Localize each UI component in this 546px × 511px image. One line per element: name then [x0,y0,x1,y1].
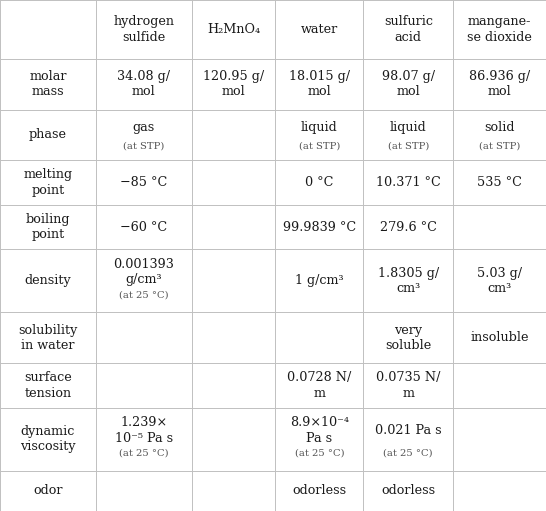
Text: 0 °C: 0 °C [305,176,334,189]
Text: odorless: odorless [381,484,435,497]
Text: (at STP): (at STP) [388,142,429,151]
Text: H₂MnO₄: H₂MnO₄ [207,23,260,36]
Text: (at STP): (at STP) [123,142,164,151]
Text: sulfuric
acid: sulfuric acid [384,15,433,43]
Text: water: water [301,23,338,36]
Text: melting
point: melting point [23,168,73,197]
Text: −85 °C: −85 °C [120,176,168,189]
Text: 8.9×10⁻⁴
Pa s: 8.9×10⁻⁴ Pa s [290,416,349,445]
Text: (at STP): (at STP) [299,142,340,151]
Text: 5.03 g/
cm³: 5.03 g/ cm³ [477,267,522,295]
Text: boiling
point: boiling point [26,213,70,241]
Text: mangane-
se dioxide: mangane- se dioxide [467,15,532,43]
Text: very
soluble: very soluble [385,323,431,352]
Text: (at 25 °C): (at 25 °C) [119,449,169,458]
Text: hydrogen
sulfide: hydrogen sulfide [113,15,174,43]
Text: surface
tension: surface tension [24,371,72,400]
Text: (at 25 °C): (at 25 °C) [383,449,433,458]
Text: 0.0728 N/
m: 0.0728 N/ m [287,371,352,400]
Text: 120.95 g/
mol: 120.95 g/ mol [203,70,264,99]
Text: solid: solid [484,121,515,134]
Text: 0.0735 N/
m: 0.0735 N/ m [376,371,441,400]
Text: molar
mass: molar mass [29,70,67,99]
Text: 279.6 °C: 279.6 °C [380,221,437,234]
Text: phase: phase [29,128,67,142]
Text: 86.936 g/
mol: 86.936 g/ mol [469,70,530,99]
Text: liquid: liquid [301,121,338,134]
Text: liquid: liquid [390,121,426,134]
Text: 1.239×
10⁻⁵ Pa s: 1.239× 10⁻⁵ Pa s [115,416,173,445]
Text: insoluble: insoluble [470,331,529,344]
Text: 1 g/cm³: 1 g/cm³ [295,274,344,287]
Text: (at STP): (at STP) [479,142,520,151]
Text: 535 °C: 535 °C [477,176,522,189]
Text: 34.08 g/
mol: 34.08 g/ mol [117,70,170,99]
Text: 99.9839 °C: 99.9839 °C [283,221,356,234]
Text: density: density [25,274,72,287]
Text: odor: odor [33,484,63,497]
Text: (at 25 °C): (at 25 °C) [119,290,169,299]
Text: 98.07 g/
mol: 98.07 g/ mol [382,70,435,99]
Text: odorless: odorless [292,484,347,497]
Text: (at 25 °C): (at 25 °C) [295,449,344,458]
Text: 0.001393
g/cm³: 0.001393 g/cm³ [114,258,174,286]
Text: 10.371 °C: 10.371 °C [376,176,441,189]
Text: 18.015 g/
mol: 18.015 g/ mol [289,70,350,99]
Text: gas: gas [133,121,155,134]
Text: solubility
in water: solubility in water [18,323,78,352]
Text: dynamic
viscosity: dynamic viscosity [20,425,76,453]
Text: −60 °C: −60 °C [120,221,167,234]
Text: 1.8305 g/
cm³: 1.8305 g/ cm³ [378,267,439,295]
Text: 0.021 Pa s: 0.021 Pa s [375,424,442,437]
